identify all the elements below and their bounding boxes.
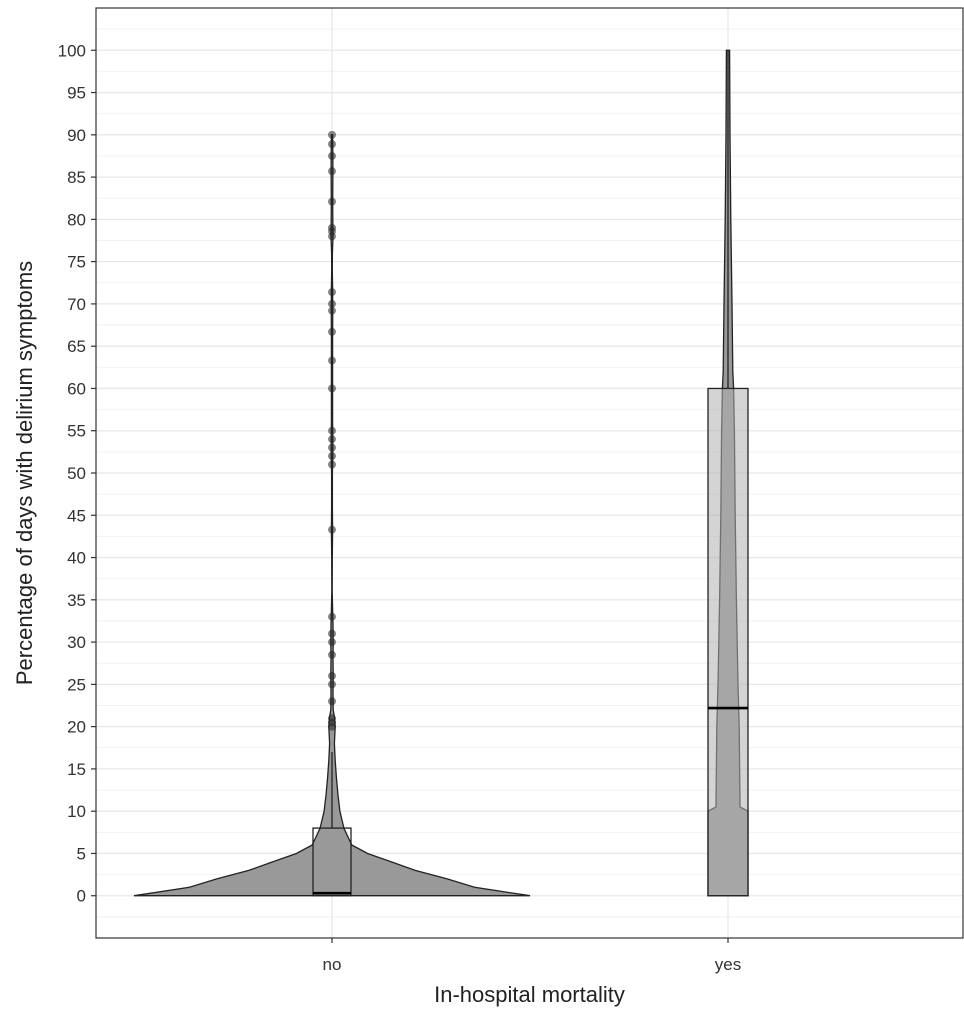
y-tick-label: 55 [67,422,86,441]
outlier-point [328,306,336,315]
y-tick-label: 15 [67,760,86,779]
x-axis-title: In-hospital mortality [434,982,625,1007]
outlier-point [328,460,336,469]
y-axis-title: Percentage of days with delirium symptom… [12,261,37,685]
outlier-point [328,435,336,444]
outlier-point [328,697,336,706]
y-tick-label: 50 [67,464,86,483]
y-tick-label: 35 [67,591,86,610]
outlier-point [328,151,336,160]
outlier-point [328,356,336,365]
x-tick-label: yes [715,955,741,974]
x-tick-label: no [323,955,342,974]
outlier-point [328,167,336,176]
y-tick-label: 100 [58,41,86,60]
outlier-point [328,629,336,638]
outlier-point [328,452,336,461]
outlier-point [328,327,336,336]
y-tick-label: 85 [67,168,86,187]
outlier-point [328,140,336,149]
y-tick-label: 45 [67,506,86,525]
outlier-point [328,671,336,680]
y-axis-ticks: 0 5 10 15 20 25 30 35 40 45 50 55 60 65 70 75 80 85 90 95 10… [58,41,96,906]
outlier-point [328,714,336,723]
outlier-point [328,288,336,297]
outlier-point [328,650,336,659]
y-tick-label: 25 [67,675,86,694]
y-tick-label: 80 [67,210,86,229]
y-tick-label: 65 [67,337,86,356]
outlier-point [328,197,336,206]
outlier-point [328,680,336,689]
outlier-point [328,299,336,308]
outlier-point [328,223,336,232]
y-tick-label: 95 [67,84,86,103]
outlier-point [328,443,336,452]
y-tick-label: 70 [67,295,86,314]
y-tick-label: 5 [77,844,86,863]
y-tick-label: 40 [67,549,86,568]
outlier-point [328,130,336,139]
outlier-point [328,612,336,621]
outlier-points [328,130,336,731]
y-tick-label: 30 [67,633,86,652]
boxplots [312,50,749,897]
y-tick-label: 10 [67,802,86,821]
x-axis-ticks: no yes [323,938,741,974]
box-no [312,827,352,897]
box-yes [707,387,749,897]
outlier-point [328,384,336,393]
y-tick-label: 60 [67,379,86,398]
y-tick-label: 75 [67,253,86,272]
outlier-point [328,638,336,647]
y-tick-label: 0 [77,887,86,906]
gridlines [96,8,963,938]
outlier-point [328,426,336,435]
y-tick-label: 90 [67,126,86,145]
y-tick-label: 20 [67,718,86,737]
outlier-point [328,525,336,534]
